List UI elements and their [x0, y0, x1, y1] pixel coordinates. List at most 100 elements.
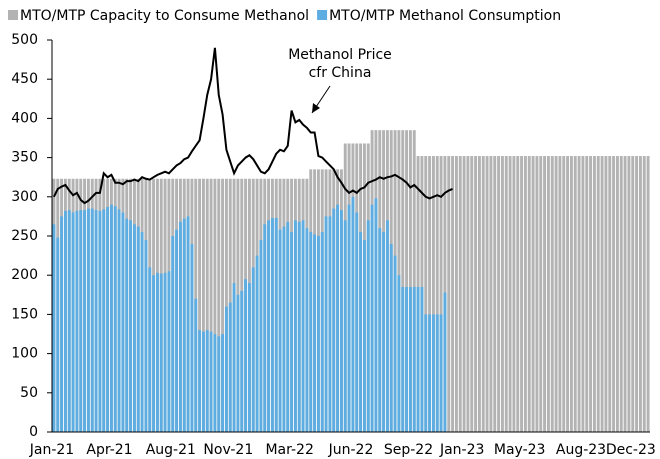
- legend-label: MTO/MTP Methanol Consumption: [329, 8, 561, 24]
- bar: [351, 196, 355, 432]
- bar: [531, 156, 535, 433]
- bar: [159, 273, 163, 432]
- bar: [309, 232, 313, 432]
- bar: [412, 130, 416, 432]
- bar: [389, 243, 393, 432]
- bar: [366, 220, 370, 432]
- bar: [83, 210, 87, 432]
- bar: [619, 156, 623, 433]
- bar: [167, 271, 171, 432]
- bar: [186, 216, 190, 432]
- bar: [98, 210, 102, 432]
- legend-label: MTO/MTP Capacity to Consume Methanol: [20, 8, 309, 24]
- bar: [102, 209, 106, 432]
- annotation: Methanol Price: [288, 47, 392, 63]
- bar: [198, 330, 202, 432]
- bar: [201, 331, 205, 432]
- bar: [320, 232, 324, 432]
- y-tick-label: 0: [29, 424, 38, 440]
- bar: [301, 220, 305, 432]
- bar: [520, 156, 524, 433]
- bar: [405, 130, 409, 432]
- bar: [247, 283, 251, 432]
- bar: [500, 156, 504, 433]
- bar: [355, 212, 359, 432]
- bar: [569, 156, 573, 433]
- bar: [401, 130, 405, 432]
- bar: [420, 286, 424, 432]
- bar: [336, 204, 340, 432]
- bar: [75, 210, 79, 432]
- bar: [175, 229, 179, 432]
- bar: [516, 156, 520, 433]
- bar: [263, 224, 267, 432]
- bar: [412, 286, 416, 432]
- bar: [470, 156, 474, 433]
- bar: [228, 302, 232, 432]
- x-tick-label: Dec-23: [606, 442, 656, 458]
- x-tick-label: May-23: [494, 442, 546, 458]
- x-tick-label: Apr-21: [86, 442, 132, 458]
- bar: [155, 272, 159, 432]
- bar: [435, 314, 439, 432]
- bar: [623, 156, 627, 433]
- bar: [144, 239, 148, 432]
- bar: [554, 156, 558, 433]
- bar: [393, 255, 397, 432]
- y-tick-label: 350: [11, 150, 38, 166]
- bar: [543, 156, 547, 433]
- bar: [213, 178, 217, 432]
- bar: [454, 156, 458, 433]
- bar: [362, 239, 366, 432]
- bar: [408, 130, 412, 432]
- bar: [290, 232, 294, 432]
- bar: [129, 220, 133, 432]
- bar: [359, 232, 363, 432]
- bar: [474, 156, 478, 433]
- bar: [255, 255, 259, 432]
- bar: [324, 216, 328, 432]
- bar: [106, 206, 110, 432]
- bar: [109, 204, 113, 432]
- bar: [217, 178, 221, 432]
- bar: [615, 156, 619, 433]
- bar: [267, 220, 271, 432]
- bar: [278, 229, 282, 432]
- bar: [546, 156, 550, 433]
- bar: [635, 156, 639, 433]
- legend-swatch: [317, 10, 328, 20]
- bar: [56, 237, 60, 432]
- bar: [401, 286, 405, 432]
- bar: [466, 156, 470, 433]
- bar: [224, 306, 228, 432]
- bar: [274, 217, 278, 432]
- bar: [378, 228, 382, 432]
- x-tick-label: Jun-22: [328, 442, 374, 458]
- legend-swatch: [8, 10, 18, 20]
- bar: [604, 156, 608, 433]
- bar: [67, 210, 71, 432]
- bar: [209, 331, 213, 432]
- bar: [504, 156, 508, 433]
- bar: [523, 156, 527, 433]
- bar: [447, 156, 451, 433]
- bar: [416, 286, 420, 432]
- bar: [205, 178, 209, 432]
- bar: [232, 283, 236, 432]
- bar: [209, 178, 213, 432]
- bar: [573, 156, 577, 433]
- bar: [117, 209, 121, 432]
- bar: [259, 239, 263, 432]
- bar: [608, 156, 612, 433]
- bar: [270, 217, 274, 432]
- bar: [347, 204, 351, 432]
- y-tick-label: 400: [11, 110, 38, 126]
- bar: [431, 314, 435, 432]
- bar: [451, 156, 455, 433]
- bar: [140, 232, 144, 432]
- bar: [194, 298, 198, 432]
- y-tick-label: 450: [11, 71, 38, 87]
- bar: [577, 156, 581, 433]
- bar: [221, 334, 225, 432]
